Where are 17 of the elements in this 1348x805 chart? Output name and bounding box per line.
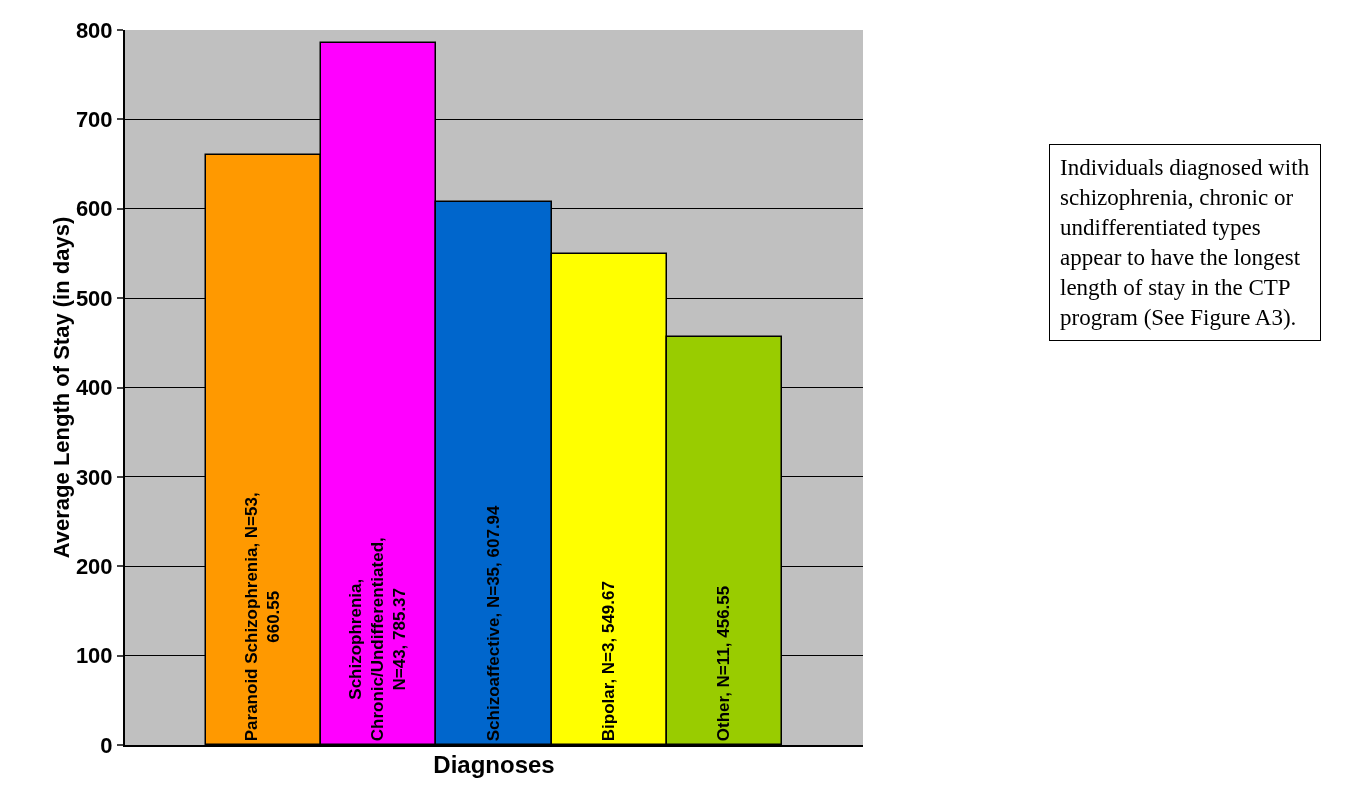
- data-label: Schizoaffective, N=35, 607.94: [483, 504, 503, 742]
- y-axis-title: Average Length of Stay (in days): [48, 216, 74, 559]
- y-tick-label: 300: [75, 464, 113, 490]
- y-tick-label: 400: [75, 375, 113, 401]
- y-tick-label: 0: [100, 732, 113, 758]
- data-label: Bipolar, N=3, 549.67: [599, 581, 619, 742]
- y-tick-label: 600: [75, 196, 113, 222]
- data-label: Other, N=11, 456.55: [714, 585, 734, 742]
- text: Individuals diagnosed with schizophrenia, chronic or undifferentiated types appear to have the longest length of stay in the CTP program (See Figure A3).: [1060, 155, 1310, 330]
- y-tick-label: 200: [75, 553, 113, 579]
- y-tick-label: 500: [75, 285, 113, 311]
- x-axis-title: Diagnoses: [433, 750, 555, 778]
- y-tick-label: 100: [75, 643, 113, 669]
- data-label: Paranoid Schizophrenia, N=53, 660.55: [242, 492, 284, 742]
- y-tick-label: 700: [75, 107, 113, 133]
- y-tick-label: 800: [75, 17, 113, 43]
- data-label: Schizophrenia, Chronic/Undifferentiated, N=43, 785.37: [346, 537, 410, 742]
